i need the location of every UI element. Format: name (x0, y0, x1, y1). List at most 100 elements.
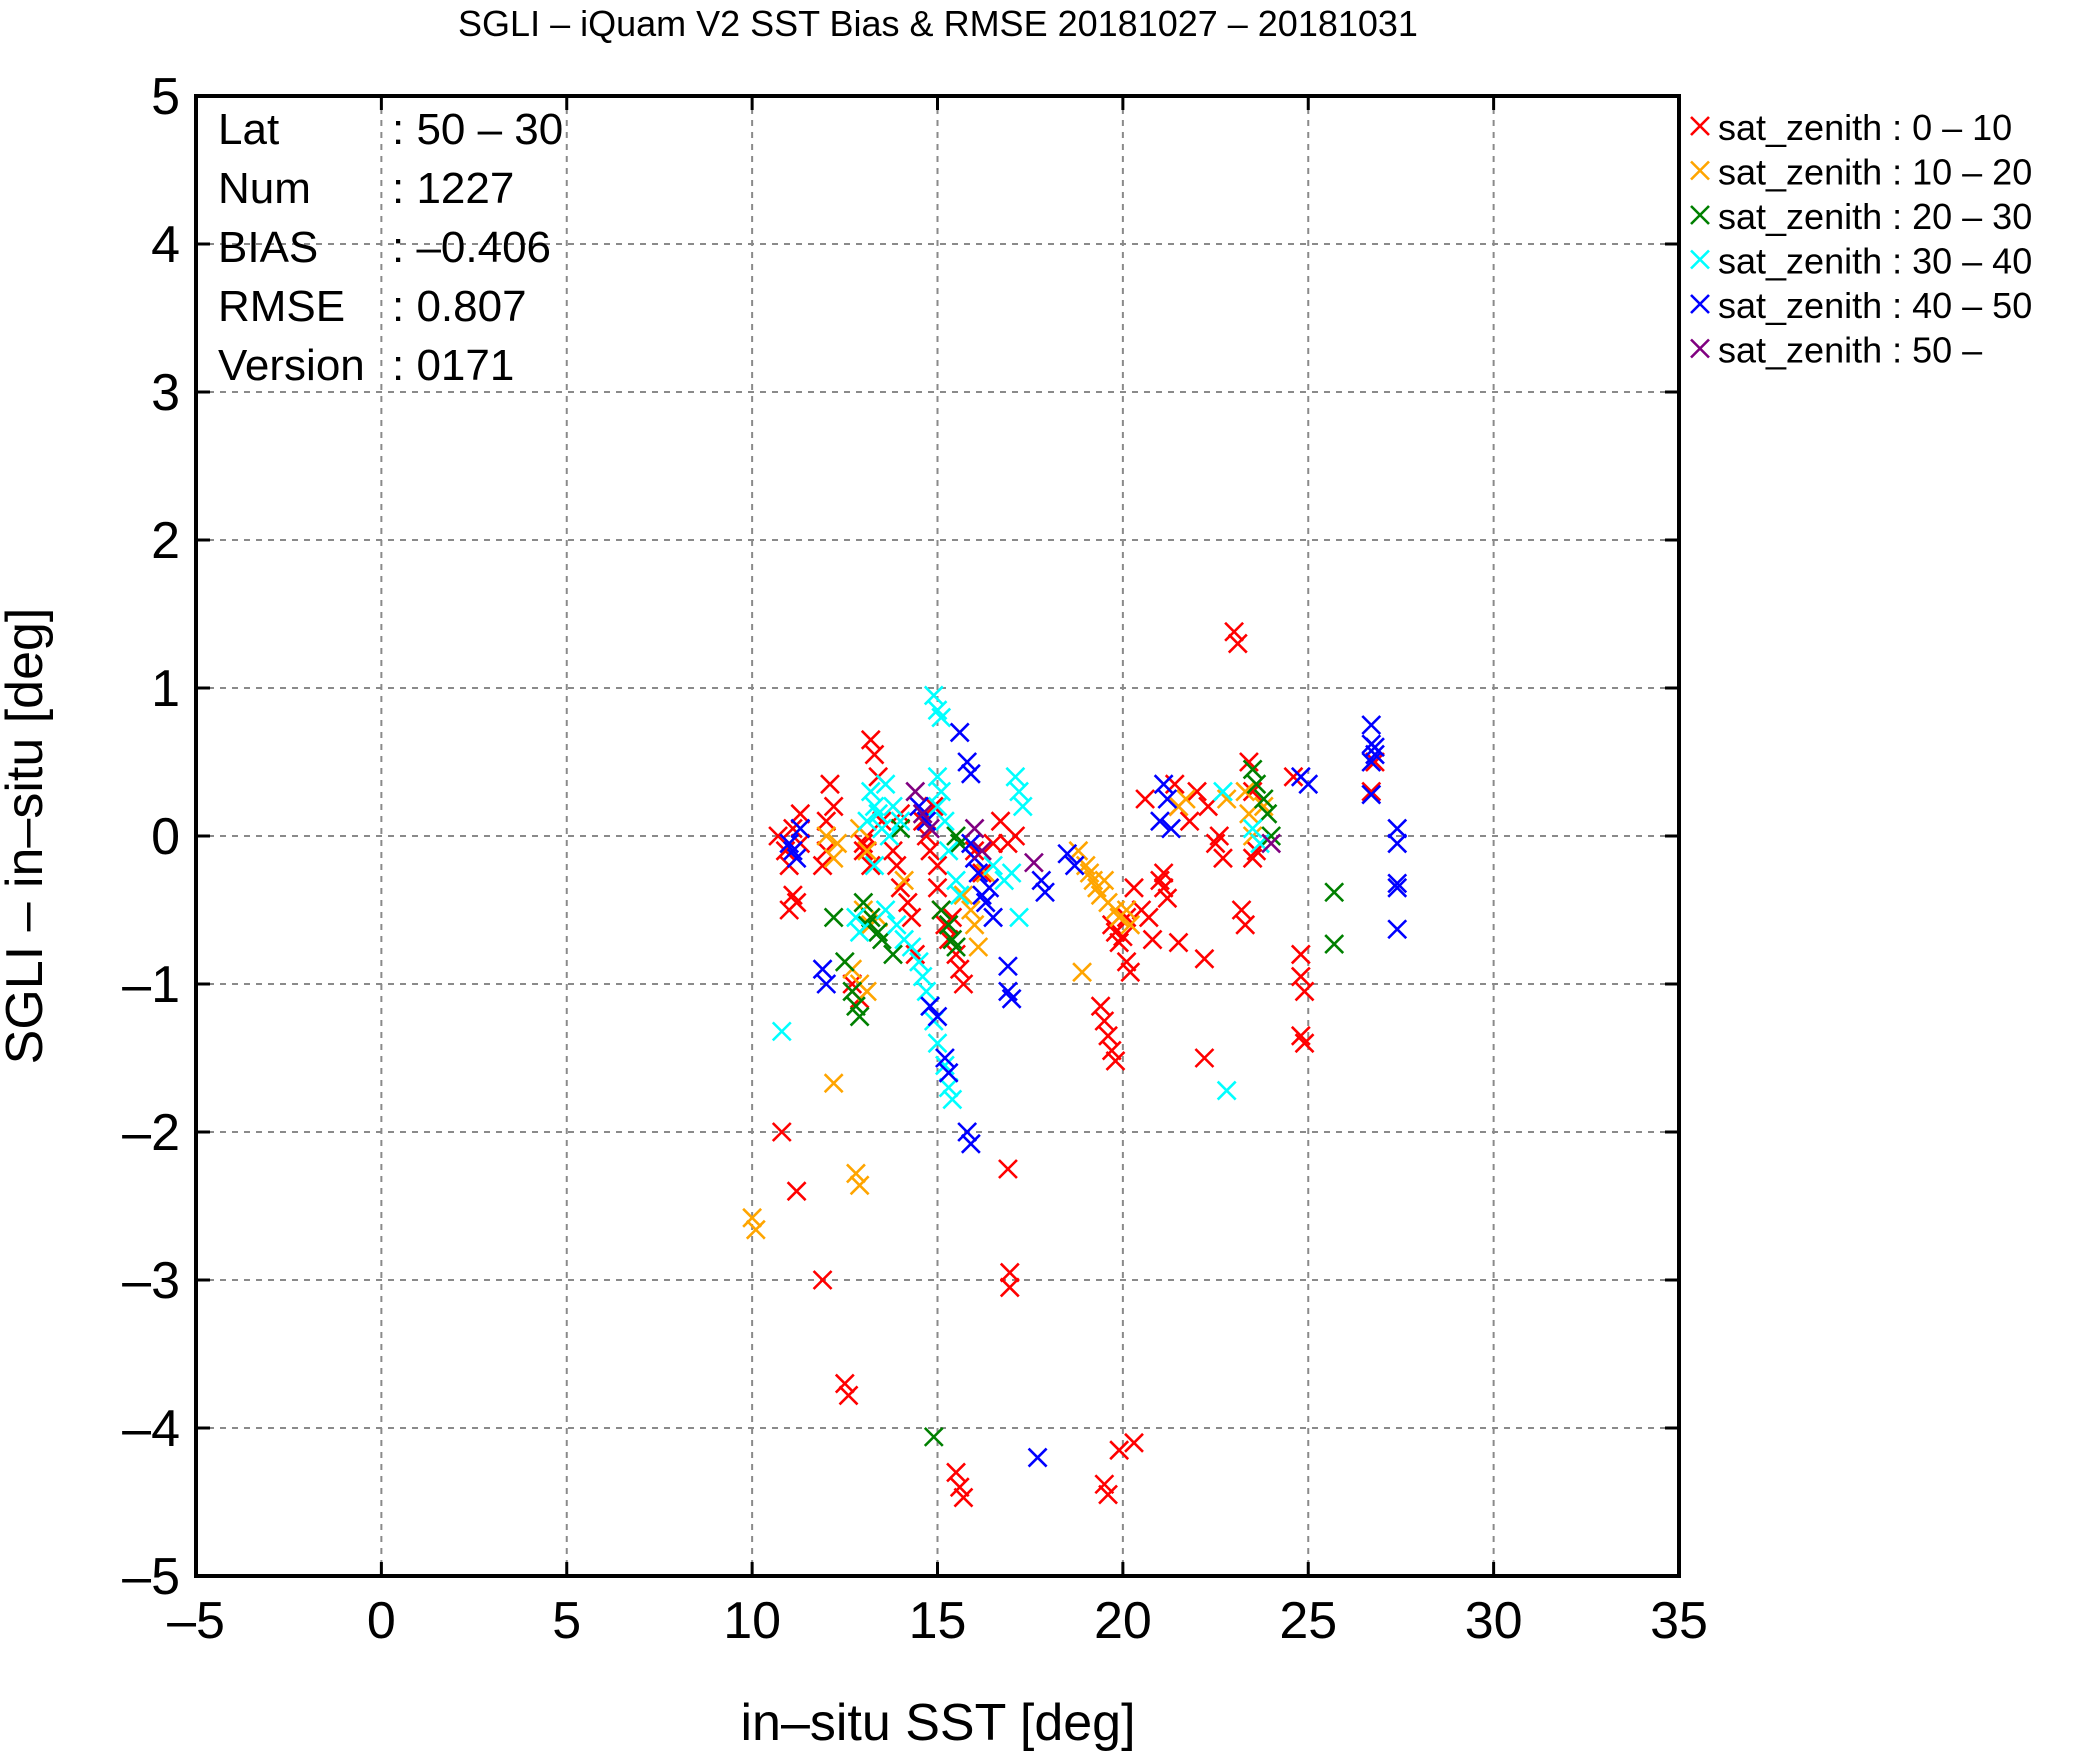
data-point (1294, 981, 1315, 1002)
data-point (849, 1175, 870, 1196)
data-point (912, 966, 933, 987)
data-point (1294, 1033, 1315, 1054)
data-point (1023, 852, 1044, 873)
data-point (1283, 766, 1304, 787)
data-point (920, 996, 941, 1017)
data-point (953, 885, 974, 906)
data-point (1124, 877, 1144, 898)
data-point (1205, 833, 1226, 854)
data-point (1361, 752, 1382, 772)
stat-label: RMSE (218, 282, 345, 331)
y-tick-label: 4 (151, 216, 180, 274)
data-point (857, 840, 877, 861)
data-point (846, 907, 866, 928)
data-point (1120, 914, 1141, 935)
data-point (853, 892, 874, 913)
data-point (927, 877, 948, 898)
data-point (1094, 1011, 1115, 1031)
data-point (949, 1477, 970, 1498)
y-tick-label: 0 (151, 808, 180, 866)
data-point (923, 1426, 944, 1447)
data-point (1324, 934, 1345, 954)
data-point (1387, 919, 1408, 940)
data-point (883, 796, 903, 817)
data-point (1105, 1051, 1126, 1071)
data-point (1153, 863, 1174, 883)
data-point (1157, 888, 1178, 909)
data-point (790, 818, 811, 839)
x-tick-label: 0 (367, 1592, 396, 1650)
data-point (1001, 863, 1022, 883)
y-tick-label: –3 (122, 1252, 180, 1310)
data-point (1124, 1432, 1144, 1453)
data-point (1157, 789, 1178, 809)
data-point (1224, 621, 1245, 642)
y-tick-label: 2 (151, 512, 180, 570)
data-point (883, 944, 903, 965)
stat-label: Version (218, 341, 365, 390)
stat-label: BIAS (218, 223, 318, 272)
data-point (931, 900, 952, 920)
data-point (923, 796, 944, 817)
data-point (883, 840, 903, 861)
data-point (1365, 752, 1385, 772)
data-point (938, 1077, 959, 1098)
data-point (846, 996, 866, 1017)
data-point (823, 907, 844, 928)
data-point (999, 1277, 1020, 1298)
data-point (1116, 900, 1137, 920)
data-point (960, 833, 981, 854)
data-point (1035, 882, 1055, 903)
stat-value: : 0.807 (392, 282, 527, 331)
data-point (1150, 811, 1170, 832)
legend-marker (1690, 160, 1710, 181)
data-point (1064, 855, 1085, 876)
data-point (1090, 996, 1111, 1017)
data-point (1098, 1025, 1118, 1046)
data-point (946, 937, 966, 957)
data-point (957, 752, 978, 772)
data-point (931, 781, 952, 802)
data-point (1009, 907, 1029, 928)
data-point (998, 1159, 1018, 1179)
data-point (1361, 781, 1382, 802)
data-point (964, 914, 985, 935)
data-point (920, 840, 941, 861)
data-point (968, 863, 989, 883)
data-point (1235, 781, 1256, 802)
data-point (875, 900, 896, 920)
data-point (998, 956, 1018, 977)
legend-marker (1690, 294, 1710, 314)
data-point (938, 840, 959, 861)
data-point (923, 685, 944, 706)
data-point (1005, 826, 1026, 846)
data-point (964, 818, 985, 839)
data-point (838, 1385, 859, 1406)
data-point (1027, 1447, 1048, 1468)
data-point (979, 877, 1000, 898)
y-tick-label: 3 (151, 364, 180, 422)
data-point (1005, 766, 1026, 787)
legend-marker (1690, 249, 1710, 270)
data-point (816, 811, 837, 832)
data-point (868, 803, 889, 824)
data-point (931, 707, 952, 728)
data-point (816, 826, 837, 846)
data-point (949, 959, 970, 980)
data-point (860, 781, 881, 802)
data-point (960, 763, 981, 784)
data-point (1231, 900, 1252, 920)
data-point (745, 1219, 766, 1240)
x-tick-label: 10 (723, 1592, 781, 1650)
series-3 (771, 685, 1270, 1110)
data-point (983, 907, 1004, 928)
legend-label: sat_zenith : 20 – 30 (1718, 196, 2032, 237)
x-tick-label: –5 (167, 1592, 225, 1650)
x-tick-label: 20 (1094, 1592, 1152, 1650)
data-point (864, 855, 885, 876)
data-point (949, 885, 970, 906)
data-point (1179, 811, 1200, 832)
data-point (834, 1373, 855, 1394)
data-point (938, 1062, 959, 1083)
data-point (812, 1270, 833, 1290)
